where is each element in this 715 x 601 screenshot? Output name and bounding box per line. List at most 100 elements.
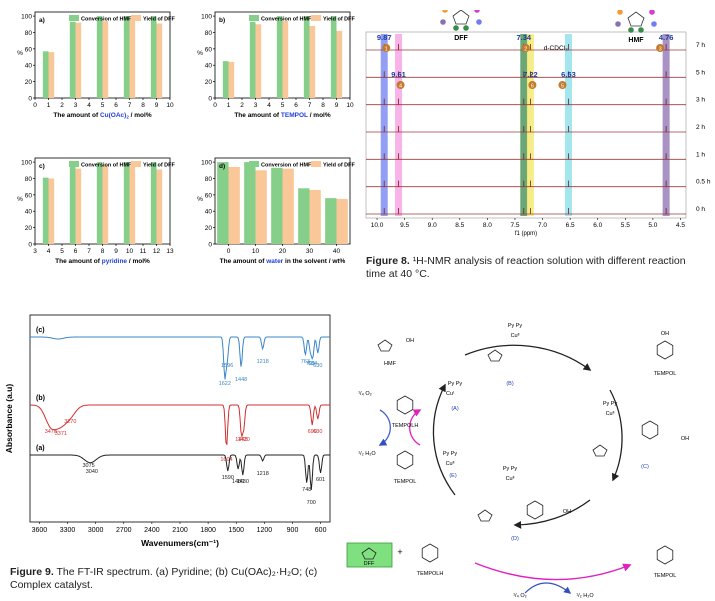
x-axis-label: The amount of Cu(OAc)2 / mol% (53, 112, 151, 120)
x-tick-label: 30 (306, 248, 314, 255)
tempol-label-left: TEMPOL (394, 479, 417, 485)
x-tick-label: 10 (166, 102, 174, 109)
y-tick-label: 100 (21, 14, 32, 21)
x-tick-label: 8 (141, 102, 145, 109)
peak-tag-number: 1 (385, 47, 388, 53)
bar-conversion (69, 166, 76, 244)
bar-panel-b: 0 20 40 60 80 100 0 1 2 3 4 5 6 7 8 9 10% b) Conversion of… (197, 11, 356, 119)
y-tick-label: 0 (208, 242, 212, 249)
bar-conversion (325, 198, 337, 244)
bottom-o2-arrow (524, 582, 572, 594)
nmr-x-tick: 8.0 (483, 222, 492, 229)
o2-label-left: ¹/₄ O₂ (358, 391, 372, 397)
inner-arrow-up (409, 409, 422, 446)
molecule-dff: DFF (440, 10, 482, 42)
tempolh-ring-left (396, 395, 414, 415)
hmf-structure (377, 339, 393, 352)
bar-conversion (222, 61, 229, 98)
bar-conversion (303, 16, 310, 98)
x-tick-label: 2 (60, 102, 64, 109)
tempol-structure-top (656, 340, 674, 360)
figure-9-label: Figure 9. (10, 566, 54, 578)
peak-tag-number: 3 (659, 47, 662, 53)
trace-time-label: 1 h (696, 151, 705, 158)
legend-yield: Yield of DFF (143, 17, 176, 23)
bar-conversion (42, 177, 49, 244)
x-tick-label: 6 (294, 102, 298, 109)
cycle-arc-left (432, 383, 456, 496)
x-tick-label: 4 (47, 248, 51, 255)
legend-conversion: Conversion of HMF (81, 163, 132, 169)
nmr-spectrum: 7 h 5 h 3 h 2 h 1 h 0.5 h 0 h 9.87 1 9.61 4 7.34 2 7.… (365, 10, 711, 237)
y-tick-label: 40 (205, 63, 213, 70)
peak-tag-number: 6 (531, 84, 534, 90)
y-tick-label: 40 (25, 63, 33, 70)
ftir-x-tick: 1200 (257, 527, 273, 534)
bar-conversion (271, 167, 283, 244)
tempol-ring-bottom (656, 545, 674, 565)
h2o-label-bottom: ¹/₂ H₂O (576, 593, 594, 599)
x-tick-label: 12 (153, 248, 161, 255)
ftir-series-line (30, 454, 330, 491)
x-tick-label: 7 (308, 102, 312, 109)
peak-tag (382, 44, 391, 52)
x-tick-label: 13 (166, 248, 174, 255)
peak-value-label: 6.53 (561, 70, 576, 79)
bar-conversion (96, 162, 103, 244)
x-tick-label: 7 (87, 248, 91, 255)
legend-conversion: Conversion of HMF (261, 17, 312, 23)
cu-label: Cuᴵ (446, 390, 454, 397)
peak-value-label: 7.34 (516, 33, 531, 42)
ftir-series-line (30, 404, 330, 445)
ftir-peak-label: 1590 (222, 475, 234, 481)
x-tick-label: 9 (335, 102, 339, 109)
x-axis-label: The amount of TEMPOL / mol% (234, 112, 331, 119)
nmr-x-tick: 8.5 (455, 222, 464, 229)
peak-band (520, 34, 528, 216)
y-tick-label: 80 (25, 176, 33, 183)
bar-conversion (330, 16, 337, 98)
bar-conversion (249, 21, 256, 99)
bar-conversion (96, 16, 103, 98)
ftir-x-tick: 2700 (116, 527, 132, 534)
peak-tag (521, 44, 530, 52)
nmr-x-tick: 6.0 (593, 222, 602, 229)
tempolh-label-bottom: TEMPOLH (417, 571, 444, 577)
bar-conversion (244, 162, 256, 244)
complex-e-label: (E) (449, 473, 457, 479)
nmr-x-tick: 5.5 (621, 222, 630, 229)
ftir-x-tick: 2100 (172, 527, 188, 534)
bar-panel-a: 0 20 40 60 80 100 0 1 2 3 4 5 6 7 8 9 10% a) Conversion of… (17, 11, 176, 120)
panel-tag: b) (219, 17, 225, 24)
svg-text:DFF: DFF (454, 35, 468, 42)
cu-label: Cuᴵᴵ (511, 332, 520, 339)
plus-sign: + (397, 547, 402, 557)
panel-tag: a) (39, 17, 45, 24)
ftir-peak-label: 630 (313, 363, 322, 369)
legend-yield: Yield of DFF (143, 163, 176, 169)
legend-conversion: Conversion of HMF (261, 163, 312, 169)
complex-a-label: (A) (451, 406, 459, 412)
complex-d-furan (477, 509, 493, 522)
ftir-x-label: Wavenumers(cm⁻¹) (141, 538, 219, 548)
ftir-peak-label: 1480 (232, 479, 244, 485)
peak-tag-number: 4 (399, 84, 402, 90)
hmf-label: HMF (384, 361, 397, 367)
complex-d-ring (526, 500, 544, 520)
nmr-x-tick: 6.5 (566, 222, 575, 229)
figure-8-text: ¹H-NMR analysis of reaction solution wit… (366, 255, 686, 280)
peak-value-label: 4.76 (659, 33, 674, 42)
y-tick-label: 20 (25, 225, 33, 232)
peak-tag (558, 81, 567, 89)
trace-time-label: 7 h (696, 42, 705, 49)
nmr-frame (365, 31, 687, 219)
y-tick-label: 80 (205, 30, 213, 37)
ftir-peak-label: 763 (301, 359, 310, 365)
complex-c-furan (592, 444, 608, 457)
y-tick-label: 60 (205, 192, 213, 199)
o2-label-bottom: ¹/₄ O₂ (513, 593, 527, 599)
ftir-peak-label: 630 (313, 429, 322, 435)
x-axis-label: The amount of water in the solvent / wt% (220, 258, 346, 265)
complex-c-ring (641, 420, 659, 440)
